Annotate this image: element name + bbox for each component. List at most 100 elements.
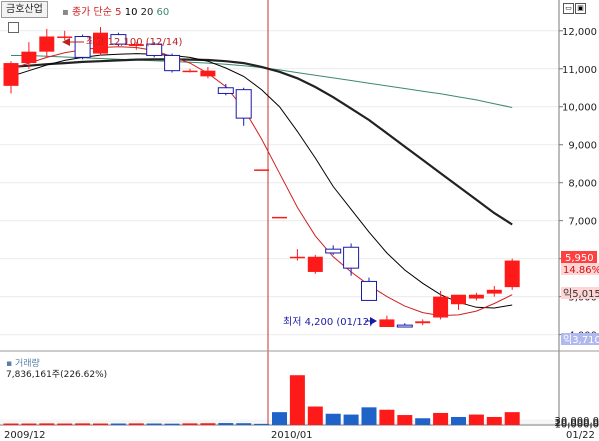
candle-body-up <box>128 44 144 46</box>
volume-bar <box>128 423 144 425</box>
candle <box>325 245 342 255</box>
candle-body-up <box>415 321 431 324</box>
candle-body-up <box>39 36 55 52</box>
candle <box>235 87 252 126</box>
current-price-tag-bg <box>561 251 597 263</box>
volume-bar <box>39 423 55 425</box>
restore-icon[interactable]: ▭ <box>563 3 574 14</box>
candle <box>57 30 73 41</box>
lower-limit-tag: 익3,710 <box>563 334 599 346</box>
candle <box>361 277 377 301</box>
candle <box>128 42 144 50</box>
candle <box>200 66 216 79</box>
volume-bar <box>468 414 484 425</box>
candle-body-up <box>289 256 305 259</box>
volume-tick-label: 20,000,0 <box>554 418 599 429</box>
candle <box>379 315 395 328</box>
candlestick-series <box>3 26 520 328</box>
volume-tick-label: 30,000,0 <box>554 416 599 427</box>
candle <box>182 68 198 73</box>
candle-body-down <box>325 248 342 254</box>
candle <box>254 169 270 171</box>
lower-limit-tag-bg <box>561 333 599 345</box>
price-tick-label: 8,000 <box>568 179 597 190</box>
candle-body-up <box>272 216 287 219</box>
candle-body-down <box>396 324 413 328</box>
volume-bar <box>57 423 73 425</box>
volume-bar <box>254 423 270 425</box>
volume-bar <box>200 423 216 425</box>
volume-bar <box>182 423 198 425</box>
candle <box>307 254 323 274</box>
price-tick-label: 10,000 <box>562 103 597 114</box>
chart-option-checkbox[interactable] <box>8 22 19 33</box>
candle <box>39 28 55 58</box>
high-label: 최고 12,100 (12/14) <box>86 36 182 48</box>
volume-bar <box>415 418 431 425</box>
ma20-line <box>10 58 513 226</box>
volume-title: ▪ 거래량 <box>6 356 40 369</box>
volume-bar <box>146 423 162 425</box>
stock-name-badge[interactable]: 금호산업 <box>1 1 48 18</box>
ma-legend-marker: ▪ <box>62 7 69 18</box>
candle-body-up <box>200 70 216 77</box>
candle-body-down <box>110 34 127 45</box>
price-tick-label: 11,000 <box>562 65 597 76</box>
price-tick-label: 12,000 <box>562 27 597 38</box>
candle-body-up <box>433 296 449 318</box>
volume-title-marker: ▪ <box>6 359 15 369</box>
candle-body-up <box>182 70 198 73</box>
change-pct-tag-bg <box>561 263 599 275</box>
candle-body-down <box>235 89 252 119</box>
volume-axis-ticks: 30,000,020,000,010,000,0 <box>554 416 599 430</box>
volume-title-label: 거래량 <box>14 359 40 369</box>
candle <box>486 285 502 297</box>
x-label-dec: 2009/12 <box>4 430 46 441</box>
ma10-line <box>10 53 513 309</box>
candle-body-down <box>343 246 360 269</box>
candle-body-up <box>486 289 502 294</box>
volume-bar <box>307 406 323 425</box>
candle-body-up <box>468 294 484 299</box>
candle-body-up <box>379 319 395 328</box>
ma-period-10: 10 <box>124 7 138 18</box>
candle-body-up <box>3 63 19 86</box>
candle <box>217 83 234 96</box>
candle-body-up <box>57 36 73 38</box>
volume-bar <box>21 423 37 425</box>
candle <box>289 249 305 261</box>
volume-bar <box>289 375 305 425</box>
ma-legend: ▪ 종가 단순 5 10 20 60 <box>62 3 169 18</box>
candle <box>415 319 431 326</box>
volume-bar <box>379 409 395 425</box>
volume-series <box>3 375 520 425</box>
upper-limit-tag-bg <box>561 287 599 299</box>
ma-period-5: 5 <box>115 7 122 18</box>
price-tick-label: 9,000 <box>568 141 597 152</box>
price-tick-label: 7,000 <box>568 217 597 228</box>
volume-bar <box>236 423 252 425</box>
candle-body-down <box>146 43 163 56</box>
low-label: 최저 4,200 (01/12) <box>283 316 373 328</box>
upper-limit-tag: 익5,015 <box>563 288 599 300</box>
change-pct-tag: 14.86% <box>563 265 599 276</box>
volume-bar <box>164 423 180 425</box>
candle-body-down <box>164 54 181 72</box>
ma-legend-label: 종가 단순 <box>71 7 112 18</box>
volume-bar <box>3 423 19 425</box>
high-marker-arrow <box>62 38 70 46</box>
volume-bar <box>218 423 234 425</box>
candle <box>21 42 37 69</box>
candle <box>396 323 413 328</box>
ma-period-60: 60 <box>156 7 170 18</box>
candle <box>3 61 19 94</box>
candle <box>93 26 108 56</box>
candle-body-up <box>504 260 520 288</box>
volume-bar <box>504 412 520 425</box>
volume-bar <box>397 415 413 425</box>
moving-average-lines <box>10 46 513 317</box>
maximize-icon[interactable]: ▣ <box>575 3 586 14</box>
current-price-tag: 5,950 <box>565 253 594 264</box>
candle-body-up <box>254 169 270 171</box>
